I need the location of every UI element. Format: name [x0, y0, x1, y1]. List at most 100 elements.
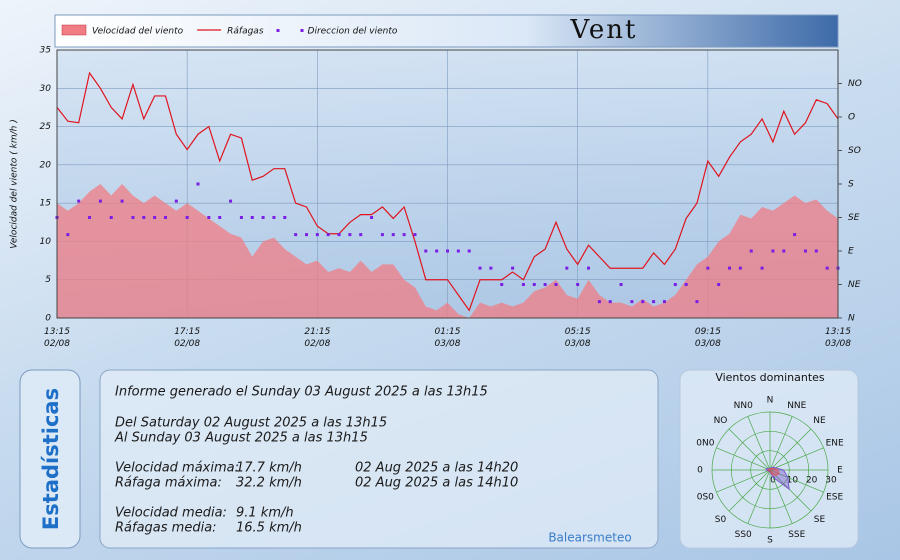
x-tick-label: 05:15 03/08 — [564, 327, 591, 349]
y-tick-label: 15 — [40, 199, 52, 209]
x-tick-label: 09:15 03/08 — [694, 327, 721, 349]
sidebar-tab[interactable] — [19, 369, 81, 549]
stat-cell: 02 Aug 2025 a las 14h20 — [355, 461, 518, 476]
point — [521, 283, 525, 286]
rose-polygon — [767, 468, 780, 477]
sidebar-tab-label[interactable]: Estadísticas — [39, 388, 63, 530]
point — [793, 233, 797, 237]
point — [760, 266, 764, 270]
point — [77, 199, 81, 203]
banner-title: Vent — [570, 15, 638, 45]
legend-label: Direccion del viento — [308, 27, 398, 37]
rose-direction-label: S — [767, 536, 773, 546]
y-tick-label: 10 — [40, 237, 52, 247]
rose-direction-label: SS0 — [735, 530, 752, 540]
point — [413, 233, 417, 237]
point — [782, 249, 786, 253]
point — [511, 266, 515, 270]
point — [250, 216, 254, 219]
rose-spoke — [728, 428, 771, 471]
point — [315, 233, 319, 237]
point — [261, 216, 265, 219]
y2-tick-label: N — [848, 314, 855, 324]
point — [587, 266, 591, 270]
legend-swatch — [300, 29, 304, 32]
line — [56, 71, 839, 312]
point — [163, 216, 167, 219]
rose-spoke — [716, 447, 771, 471]
point — [489, 266, 493, 270]
rose-spoke — [728, 469, 771, 512]
point — [435, 249, 439, 253]
point — [597, 300, 601, 304]
y2-tick-label: SE — [848, 213, 860, 223]
area — [57, 184, 838, 318]
rose-direction-label: 0N0 — [696, 439, 714, 449]
point — [294, 233, 298, 237]
stat-cell: Velocidad media: — [115, 506, 227, 521]
point — [673, 283, 677, 286]
point — [380, 233, 384, 237]
point — [554, 283, 558, 286]
point — [359, 233, 363, 237]
stat-cell: Ráfagas media: — [115, 521, 217, 536]
point — [456, 249, 460, 253]
stat-cell: 32.2 km/h — [236, 476, 302, 491]
x-tick-label: 13:15 03/08 — [825, 327, 851, 349]
legend-label: Ráfagas — [227, 27, 264, 37]
rose-spoke — [769, 428, 812, 471]
rose-tick-label: 0 — [770, 476, 776, 486]
rose-direction-label: NO — [714, 416, 728, 426]
rose-spoke — [769, 469, 812, 512]
point — [239, 216, 243, 219]
x-tick-label: 21:15 02/08 — [304, 327, 331, 349]
point — [131, 216, 135, 219]
point — [728, 266, 732, 270]
point — [98, 199, 102, 203]
point — [348, 233, 352, 237]
y-axis-label: Velocidad del viento ( km/h ) — [10, 119, 20, 248]
point — [207, 216, 211, 219]
stat-cell: 02 Aug 2025 a las 14h10 — [355, 476, 518, 491]
point — [771, 249, 775, 253]
rose-spoke — [769, 447, 824, 471]
point — [662, 300, 666, 304]
rose-direction-label: SSE — [788, 530, 805, 540]
rose-panel — [679, 369, 859, 549]
stats-from: Del Saturday 02 August 2025 a las 13h15 — [115, 416, 387, 431]
point — [142, 216, 146, 219]
stat-cell: 16.5 km/h — [236, 521, 302, 536]
point — [229, 199, 233, 203]
point — [803, 249, 807, 253]
plot-frame — [56, 49, 839, 319]
point — [619, 283, 623, 286]
point — [185, 216, 189, 219]
legend-swatch — [276, 29, 280, 32]
point — [749, 249, 753, 253]
point — [825, 266, 829, 270]
rose-spoke — [769, 469, 793, 524]
point — [218, 216, 222, 219]
point — [88, 216, 92, 219]
rose-direction-label: ESE — [826, 492, 843, 502]
y-tick-label: 5 — [45, 275, 51, 285]
point — [478, 266, 482, 270]
legend-label: Velocidad del viento — [92, 27, 184, 37]
rose-direction-label: NE — [813, 416, 826, 426]
point — [641, 300, 645, 304]
y2-tick-label: NO — [848, 79, 862, 89]
point — [738, 266, 742, 270]
footer: Balearsmeteo — [548, 531, 631, 545]
point — [120, 199, 124, 203]
rose-direction-label: SE — [814, 515, 826, 525]
x-tick-label: 01:15 03/08 — [434, 327, 461, 349]
y-tick-label: 35 — [40, 46, 52, 56]
rose-tick-label: 20 — [806, 476, 818, 486]
y2-tick-label: E — [848, 247, 854, 257]
y2-tick-label: S — [848, 180, 854, 190]
rose-direction-label: 0S0 — [697, 492, 714, 502]
stats-panel — [99, 369, 659, 549]
rose-direction-label: 0 — [697, 466, 703, 476]
